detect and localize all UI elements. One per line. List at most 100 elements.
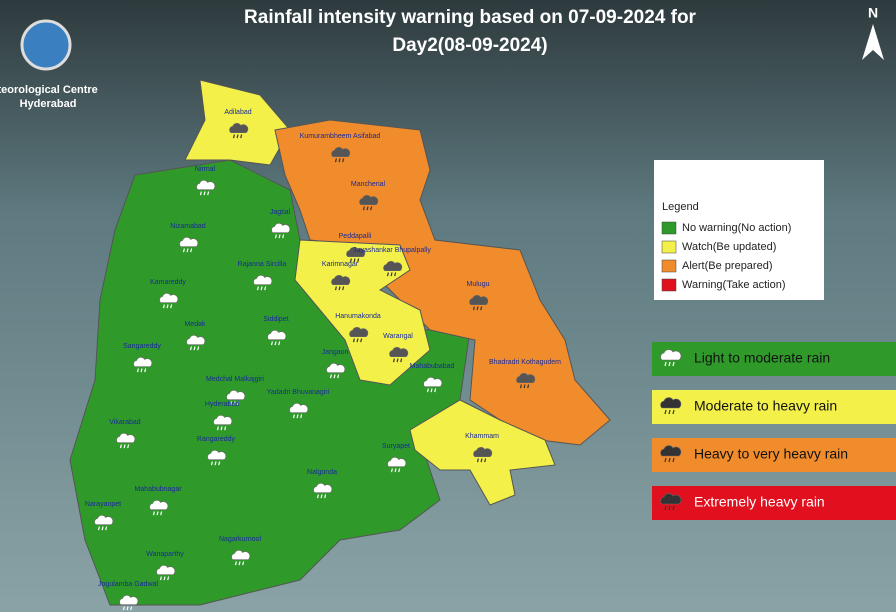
district-label: Narayanpet <box>85 501 121 508</box>
legend-swatch <box>661 278 677 292</box>
rain-drop <box>140 368 143 373</box>
rain-icon <box>231 550 251 560</box>
rain-drop <box>672 505 675 511</box>
legend-box <box>654 160 824 300</box>
rain-icon <box>196 180 216 190</box>
north-label: N <box>868 5 878 21</box>
legend-title: Legend <box>662 201 699 213</box>
district-label: Suryapet <box>382 443 410 450</box>
rain-drop <box>274 234 277 239</box>
district-label: Yadadri Bhuvanagiri <box>267 389 330 396</box>
rain-icon <box>660 349 682 361</box>
rain-drop <box>394 272 397 277</box>
rain-icon <box>156 565 176 575</box>
rain-drop <box>394 468 397 473</box>
rain-icon <box>226 390 246 400</box>
rain-drop <box>296 414 299 419</box>
rain-icon <box>253 275 273 285</box>
district-label: Rangareddy <box>197 436 236 443</box>
district-label: Warangal <box>383 333 413 340</box>
rain-drop <box>242 561 245 566</box>
north-arrow <box>862 24 884 60</box>
rain-drop <box>264 286 267 291</box>
district-label: Kumurambheem Asifabad <box>300 133 381 140</box>
district-label: Hanumakonda <box>335 313 381 320</box>
rain-drop <box>476 306 479 311</box>
rain-drop <box>167 576 170 581</box>
rain-drop <box>123 444 126 449</box>
rain-legend-box <box>652 342 896 376</box>
rain-drop <box>199 191 202 196</box>
rain-drop <box>166 304 169 309</box>
rain-icon <box>149 500 169 510</box>
rain-drop <box>278 234 281 239</box>
rain-drop <box>214 461 217 466</box>
rain-drop <box>256 286 259 291</box>
rain-drop <box>156 511 159 516</box>
rain-icon <box>94 515 114 525</box>
rain-drop <box>342 286 345 291</box>
district-label: Vikarabad <box>109 419 141 426</box>
rain-drop <box>338 286 341 291</box>
title: Day2(08-09-2024) <box>392 35 547 56</box>
rain-drop <box>362 206 365 211</box>
rain-drop <box>97 526 100 531</box>
rain-drop <box>101 526 104 531</box>
rain-drop <box>480 458 483 463</box>
district-label: Mahabubnagar <box>134 486 182 493</box>
rain-drop <box>238 561 241 566</box>
legend-label: Watch(Be updated) <box>682 241 776 253</box>
rain-icon <box>331 275 351 285</box>
district-label: Mancherial <box>351 181 386 188</box>
rain-icon <box>516 373 536 383</box>
rain-icon <box>133 357 153 367</box>
rain-drop <box>300 414 303 419</box>
rain-legend-box <box>652 390 896 424</box>
rain-drop <box>182 248 185 253</box>
district-label: Adilabad <box>224 109 251 116</box>
rain-drop <box>203 191 206 196</box>
district-label: Nagarkurnool <box>219 536 261 543</box>
rain-drop <box>207 191 210 196</box>
district-label: Nirmal <box>195 166 216 173</box>
rain-drop <box>664 361 667 367</box>
rain-drop <box>127 444 130 449</box>
rain-drop <box>197 346 200 351</box>
rain-drop <box>126 606 129 611</box>
rain-icon <box>271 223 291 233</box>
rain-icon <box>267 330 287 340</box>
district-label: Nalgonda <box>307 469 337 476</box>
rain-drop <box>160 511 163 516</box>
rain-icon <box>186 335 206 345</box>
rain-drop <box>668 505 671 511</box>
legend-swatch <box>661 240 677 254</box>
rain-drop <box>476 458 479 463</box>
rain-drop <box>234 561 237 566</box>
rain-drop <box>232 134 235 139</box>
rain-drop <box>333 374 336 379</box>
rain-drop <box>342 158 345 163</box>
rain-drop <box>152 511 155 516</box>
rain-icon <box>116 433 136 443</box>
rain-icon <box>473 447 493 457</box>
legend-label: Warning(Take action) <box>682 279 786 291</box>
rain-icon <box>326 363 346 373</box>
district-label: Bhadradri Kothagudem <box>489 359 561 366</box>
rain-drop <box>366 206 369 211</box>
rain-drop <box>664 505 667 511</box>
rain-drop <box>162 304 165 309</box>
rain-drop <box>278 341 281 346</box>
district-label: Rajanna Sircilla <box>238 261 287 268</box>
rain-icon <box>359 195 379 205</box>
rain-icon <box>387 457 407 467</box>
rain-icon <box>660 397 682 409</box>
rain-drop <box>292 414 295 419</box>
rain-icon <box>179 237 199 247</box>
rain-legend-label: Extremely heavy rain <box>694 494 825 510</box>
rain-icon <box>349 327 369 337</box>
rain-drop <box>400 358 403 363</box>
rain-drop <box>390 272 393 277</box>
legend-label: No warning(No action) <box>682 222 791 234</box>
